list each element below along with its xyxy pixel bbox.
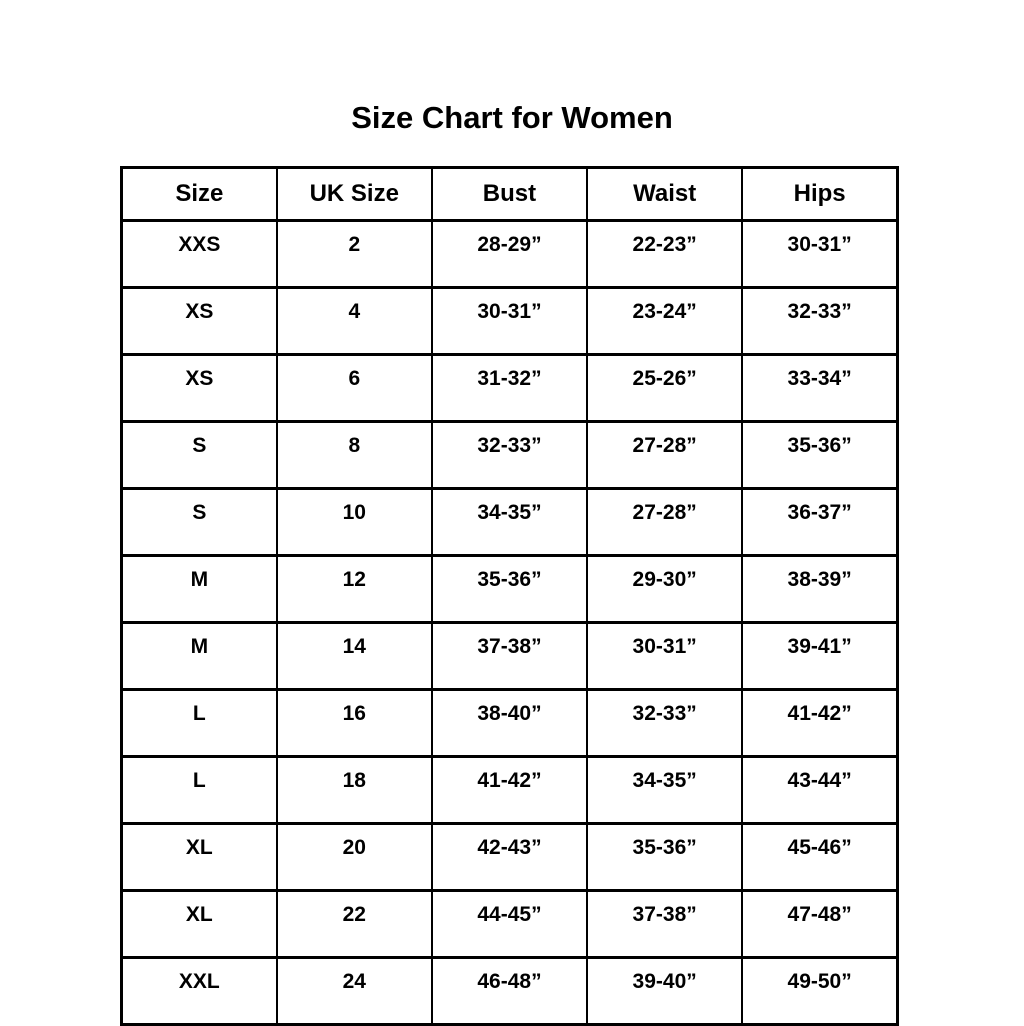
table-cell: L bbox=[120, 688, 278, 758]
table-cell: 30-31” bbox=[430, 286, 589, 356]
table-cell: 38-40” bbox=[430, 688, 589, 758]
table-cell: 27-28” bbox=[586, 487, 744, 557]
table-cell: 18 bbox=[275, 755, 433, 825]
table-cell: 43-44” bbox=[741, 755, 899, 825]
table-header: Size UK Size Bust Waist Hips bbox=[120, 166, 899, 222]
size-chart-table: Size UK Size Bust Waist Hips XXS 2 28-29” 2… bbox=[120, 166, 899, 1026]
table-cell: XL bbox=[120, 822, 278, 892]
table-cell: 41-42” bbox=[430, 755, 589, 825]
table-row: L 18 41-42” 34-35” 43-44” bbox=[120, 755, 899, 825]
table-cell: 22-23” bbox=[586, 219, 744, 289]
table-cell: 20 bbox=[275, 822, 433, 892]
table-row: XL 20 42-43” 35-36” 45-46” bbox=[120, 822, 899, 892]
table-cell: 12 bbox=[275, 554, 433, 624]
table-cell: 32-33” bbox=[741, 286, 899, 356]
table-body: XXS 2 28-29” 22-23” 30-31” XS 4 30-31” 23-24” 32-… bbox=[120, 219, 899, 1026]
table-cell: 38-39” bbox=[741, 554, 899, 624]
table-cell: 29-30” bbox=[586, 554, 744, 624]
table-cell: XS bbox=[120, 286, 278, 356]
table-cell: 35-36” bbox=[741, 420, 899, 490]
table-cell: 33-34” bbox=[741, 353, 899, 423]
table-cell: 49-50” bbox=[741, 956, 899, 1026]
table-cell: 4 bbox=[275, 286, 433, 356]
header-cell-waist: Waist bbox=[586, 166, 744, 222]
table-cell: 41-42” bbox=[741, 688, 899, 758]
table-cell: 39-40” bbox=[586, 956, 744, 1026]
table-cell: 22 bbox=[275, 889, 433, 959]
table-cell: 42-43” bbox=[430, 822, 589, 892]
page-title: Size Chart for Women bbox=[351, 100, 673, 135]
table-cell: 35-36” bbox=[586, 822, 744, 892]
table-cell: 14 bbox=[275, 621, 433, 691]
table-cell: 45-46” bbox=[741, 822, 899, 892]
table-cell: 47-48” bbox=[741, 889, 899, 959]
table-cell: 37-38” bbox=[430, 621, 589, 691]
table-cell: 32-33” bbox=[586, 688, 744, 758]
header-cell-bust: Bust bbox=[430, 166, 589, 222]
table-cell: 28-29” bbox=[430, 219, 589, 289]
table-row: M 12 35-36” 29-30” 38-39” bbox=[120, 554, 899, 624]
table-row: S 8 32-33” 27-28” 35-36” bbox=[120, 420, 899, 490]
table-cell: 2 bbox=[275, 219, 433, 289]
table-row: S 10 34-35” 27-28” 36-37” bbox=[120, 487, 899, 557]
table-cell: 37-38” bbox=[586, 889, 744, 959]
header-cell-size: Size bbox=[120, 166, 278, 222]
table-row: XL 22 44-45” 37-38” 47-48” bbox=[120, 889, 899, 959]
table-cell: M bbox=[120, 554, 278, 624]
table-cell: 44-45” bbox=[430, 889, 589, 959]
table-cell: 8 bbox=[275, 420, 433, 490]
table-cell: 32-33” bbox=[430, 420, 589, 490]
table-cell: XXS bbox=[120, 219, 278, 289]
table-cell: 6 bbox=[275, 353, 433, 423]
table-cell: 24 bbox=[275, 956, 433, 1026]
table-row: L 16 38-40” 32-33” 41-42” bbox=[120, 688, 899, 758]
table-cell: 39-41” bbox=[741, 621, 899, 691]
table-cell: 30-31” bbox=[741, 219, 899, 289]
header-cell-hips: Hips bbox=[741, 166, 899, 222]
table-row: XS 4 30-31” 23-24” 32-33” bbox=[120, 286, 899, 356]
table-cell: 36-37” bbox=[741, 487, 899, 557]
table-cell: 34-35” bbox=[430, 487, 589, 557]
table-row: XS 6 31-32” 25-26” 33-34” bbox=[120, 353, 899, 423]
table-row: M 14 37-38” 30-31” 39-41” bbox=[120, 621, 899, 691]
table-cell: M bbox=[120, 621, 278, 691]
table-cell: 25-26” bbox=[586, 353, 744, 423]
table-cell: 31-32” bbox=[430, 353, 589, 423]
table-cell: 10 bbox=[275, 487, 433, 557]
table-cell: 27-28” bbox=[586, 420, 744, 490]
size-chart-container: Size UK Size Bust Waist Hips XXS 2 28-29” 2… bbox=[120, 166, 899, 1026]
table-cell: 16 bbox=[275, 688, 433, 758]
table-cell: 23-24” bbox=[586, 286, 744, 356]
table-cell: L bbox=[120, 755, 278, 825]
table-row: XXL 24 46-48” 39-40” 49-50” bbox=[120, 956, 899, 1026]
table-cell: 35-36” bbox=[430, 554, 589, 624]
table-cell: XL bbox=[120, 889, 278, 959]
table-cell: XXL bbox=[120, 956, 278, 1026]
header-row: Size UK Size Bust Waist Hips bbox=[120, 166, 899, 222]
table-cell: 30-31” bbox=[586, 621, 744, 691]
table-row: XXS 2 28-29” 22-23” 30-31” bbox=[120, 219, 899, 289]
table-cell: 46-48” bbox=[430, 956, 589, 1026]
header-cell-uk-size: UK Size bbox=[275, 166, 433, 222]
table-cell: S bbox=[120, 487, 278, 557]
table-cell: XS bbox=[120, 353, 278, 423]
table-cell: 34-35” bbox=[586, 755, 744, 825]
table-cell: S bbox=[120, 420, 278, 490]
